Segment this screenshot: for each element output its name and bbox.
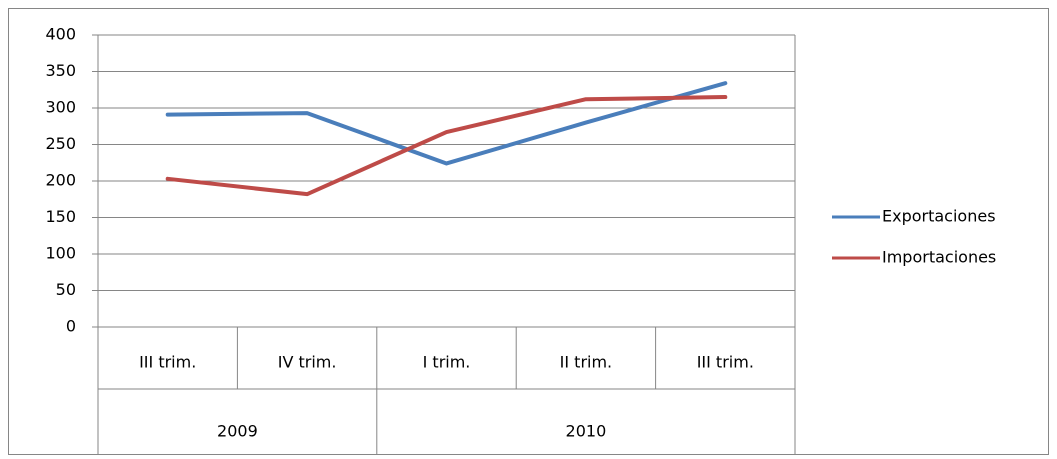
x-tick-label: III trim. [139, 353, 196, 372]
y-tick-label: 200 [45, 171, 76, 190]
y-tick-label: 50 [56, 280, 76, 299]
y-tick-label: 400 [45, 25, 76, 44]
series-line [165, 95, 728, 197]
legend-label: Exportaciones [882, 207, 996, 226]
x-tick-label: III trim. [697, 353, 754, 372]
x-group-label: 2010 [566, 422, 607, 441]
legend-label: Importaciones [882, 248, 996, 267]
x-group-label: 2009 [217, 422, 258, 441]
y-tick-label: 150 [45, 207, 76, 226]
chart-border [8, 8, 1049, 455]
series-line [165, 81, 728, 166]
y-tick-label: 0 [66, 317, 76, 336]
y-tick-label: 250 [45, 134, 76, 153]
x-tick-label: II trim. [560, 353, 613, 372]
y-tick-label: 300 [45, 98, 76, 117]
x-tick-label: I trim. [423, 353, 471, 372]
x-tick-label: IV trim. [278, 353, 337, 372]
y-tick-label: 350 [45, 61, 76, 80]
y-tick-label: 100 [45, 244, 76, 263]
